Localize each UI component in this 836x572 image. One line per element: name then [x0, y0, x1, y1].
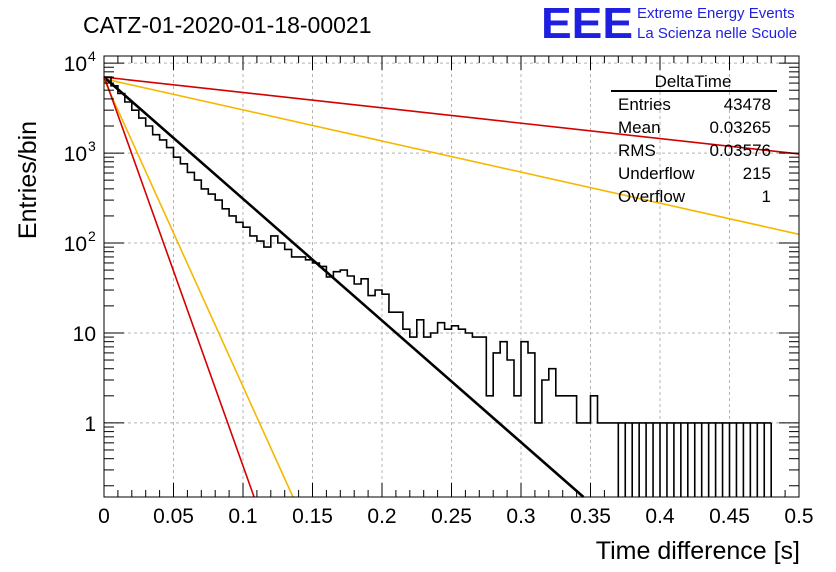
- stats-value: 43478: [724, 95, 771, 114]
- stats-label: Entries: [618, 95, 671, 114]
- x-axis: 0 0.05 0.1 0.15 0.2 0.25 0.3 0.35 0.4 0.45 0.5: [98, 56, 814, 528]
- stats-label: Underflow: [618, 164, 695, 183]
- x-tick-label: 0.3: [506, 505, 535, 528]
- x-tick-label: 0.15: [292, 505, 333, 528]
- stats-name: DeltaTime: [655, 72, 732, 91]
- stats-label: Mean: [618, 118, 661, 137]
- fit-line: [103, 78, 800, 236]
- y-tick-label: 10: [64, 233, 87, 256]
- y-tick-exponent: 2: [88, 228, 96, 244]
- stats-value: 215: [743, 164, 771, 183]
- x-tick-label: 0.2: [367, 505, 396, 528]
- x-tick-label: 0.4: [645, 505, 675, 528]
- fit-line: [103, 76, 585, 498]
- fit-line: [103, 75, 255, 498]
- y-tick-label: 1: [84, 413, 96, 436]
- stats-box: DeltaTime Entries 43478 Mean 0.03265 RMS…: [611, 72, 777, 206]
- y-tick-label: 10: [64, 143, 87, 166]
- logo-line-2: La Scienza nelle Scuole: [637, 25, 797, 42]
- stats-label: RMS: [618, 141, 656, 160]
- x-tick-label: 0: [98, 505, 110, 528]
- x-axis-label: Time difference [s]: [596, 537, 800, 565]
- stats-label: Overflow: [618, 187, 686, 206]
- y-tick-label: 10: [64, 53, 87, 76]
- y-axis-label: Entries/bin: [14, 121, 42, 239]
- x-tick-label: 0.45: [709, 505, 750, 528]
- logo-letters: EEE: [541, 0, 633, 48]
- chart-title: CATZ-01-2020-01-18-00021: [83, 12, 372, 38]
- stats-value: 0.03265: [710, 118, 771, 137]
- fit-line: [103, 79, 294, 498]
- eee-logo: EEE Extreme Energy Events La Scienza nel…: [541, 0, 797, 48]
- histogram: [104, 76, 773, 497]
- fit-lines: [103, 75, 800, 498]
- x-tick-label: 0.05: [153, 505, 194, 528]
- y-tick-label: 10: [73, 323, 96, 346]
- y-tick-exponent: 3: [88, 138, 96, 154]
- x-tick-label: 0.1: [228, 505, 257, 528]
- stats-value: 0.03576: [710, 141, 771, 160]
- x-tick-label: 0.35: [570, 505, 611, 528]
- x-tick-label: 0.25: [431, 505, 472, 528]
- y-tick-exponent: 4: [88, 48, 96, 64]
- fit-line: [103, 76, 800, 155]
- x-tick-label: 0.5: [784, 505, 813, 528]
- histogram-outline: [104, 76, 772, 424]
- stats-value: 1: [762, 187, 771, 206]
- logo-line-1: Extreme Energy Events: [637, 5, 795, 22]
